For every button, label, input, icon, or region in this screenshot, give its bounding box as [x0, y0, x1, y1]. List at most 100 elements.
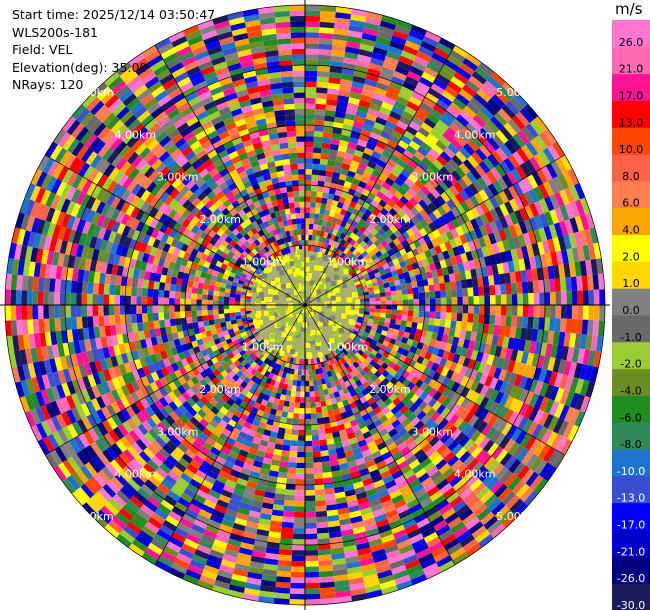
range-bin	[366, 239, 374, 247]
range-bin	[316, 81, 329, 89]
range-bin	[468, 259, 476, 270]
range-bin	[392, 30, 409, 41]
range-bin	[523, 104, 539, 120]
range-bin	[398, 55, 414, 66]
range-bin	[495, 305, 502, 316]
range-bin	[366, 257, 374, 264]
range-bin	[305, 528, 317, 534]
range-bin	[280, 532, 293, 540]
range-bin	[336, 150, 346, 158]
range-bin	[333, 28, 349, 36]
range-bin	[385, 313, 392, 319]
range-bin	[245, 307, 252, 312]
range-bin	[445, 312, 452, 321]
range-bin	[21, 305, 28, 320]
range-bin	[344, 51, 359, 60]
range-bin	[498, 228, 508, 241]
range-bin	[521, 281, 529, 294]
range-bin	[473, 258, 481, 269]
range-bin	[496, 241, 505, 253]
range-bin	[463, 143, 476, 156]
range-bin	[323, 214, 329, 222]
range-bin	[283, 505, 295, 512]
range-bin	[316, 527, 329, 534]
range-bin	[387, 86, 401, 96]
range-bin	[599, 305, 606, 321]
range-bin	[382, 263, 390, 270]
range-bin	[313, 467, 323, 474]
range-bin	[201, 310, 208, 316]
range-bin	[585, 259, 593, 276]
range-bin	[442, 250, 450, 260]
range-bin	[289, 445, 298, 452]
range-bin	[392, 237, 401, 246]
range-bin	[141, 296, 148, 305]
range-bin	[319, 16, 336, 23]
range-bin	[305, 10, 321, 17]
range-bin	[327, 82, 340, 90]
range-bin	[429, 263, 437, 272]
range-bin	[275, 576, 291, 583]
range-bin	[475, 267, 483, 278]
range-bin	[374, 224, 382, 232]
range-bin	[332, 127, 343, 135]
range-bin	[519, 107, 534, 124]
range-bin	[428, 212, 438, 222]
range-bin	[297, 451, 305, 458]
range-bin	[338, 213, 345, 221]
range-bin	[446, 106, 460, 119]
range-bin	[478, 160, 491, 174]
range-bin	[439, 319, 446, 328]
range-bin	[569, 217, 579, 233]
range-bin	[394, 190, 404, 200]
range-bin	[381, 240, 389, 248]
range-bin	[317, 241, 322, 248]
range-bin	[377, 76, 391, 87]
range-bin	[342, 215, 350, 223]
range-bin	[305, 479, 315, 485]
range-bin	[479, 201, 490, 214]
range-bin	[291, 550, 305, 556]
range-bin	[545, 163, 558, 179]
range-bin	[429, 128, 443, 140]
range-bin	[384, 190, 394, 200]
range-bin	[348, 165, 358, 173]
range-bin	[347, 30, 363, 39]
range-bin	[467, 313, 474, 323]
range-bin	[429, 311, 436, 319]
range-bin	[362, 201, 371, 210]
range-bin	[334, 224, 341, 231]
range-bin	[290, 571, 305, 578]
range-bin	[305, 577, 320, 584]
range-bin	[364, 276, 371, 282]
range-bin	[446, 297, 452, 305]
range-bin	[459, 62, 475, 76]
range-bin	[414, 212, 424, 222]
range-bin	[357, 263, 364, 270]
range-bin	[21, 290, 28, 305]
range-bin	[32, 319, 40, 334]
range-bin	[317, 549, 332, 556]
range-bin	[315, 202, 322, 209]
range-bin	[352, 75, 366, 84]
range-bin	[341, 163, 351, 171]
range-bin	[305, 517, 317, 523]
range-bin	[452, 97, 467, 111]
range-bin	[495, 129, 509, 144]
range-bin	[367, 286, 374, 292]
range-bin	[375, 177, 385, 187]
range-bin	[502, 82, 518, 97]
range-bin	[381, 168, 391, 178]
range-bin	[359, 157, 370, 166]
range-bin	[433, 78, 448, 91]
range-bin	[552, 264, 560, 279]
range-bin	[147, 305, 153, 314]
range-bin	[435, 73, 451, 86]
range-bin	[305, 539, 318, 545]
range-bin	[389, 225, 398, 234]
range-bin	[376, 212, 385, 221]
range-bin	[448, 185, 460, 197]
range-bin	[334, 242, 341, 249]
range-bin	[437, 252, 445, 262]
range-bin	[403, 130, 415, 141]
